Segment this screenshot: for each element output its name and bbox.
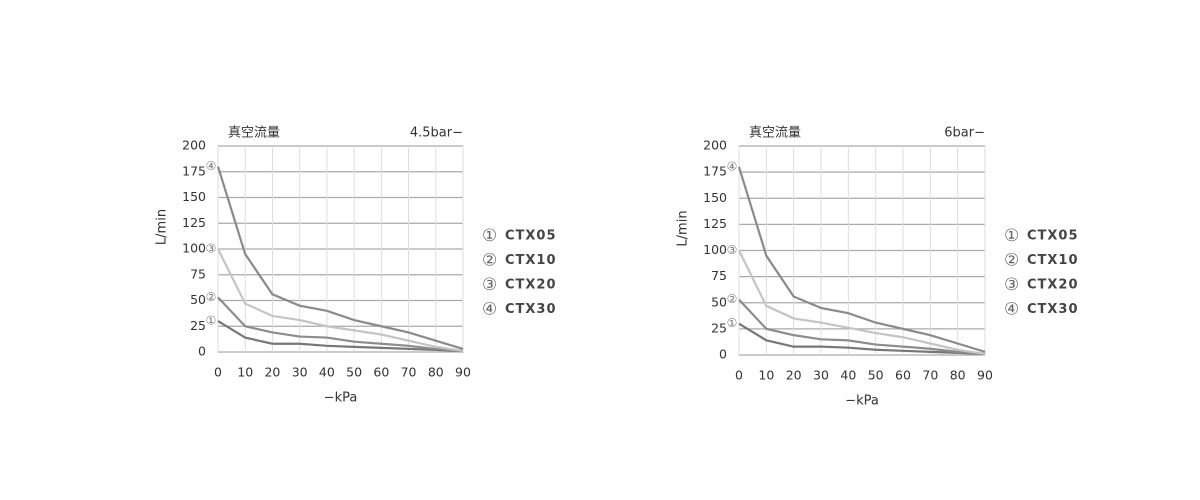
- legend-label: CTX05: [1027, 229, 1079, 244]
- x-tick-label: 70: [922, 368, 938, 383]
- series-line: [738, 250, 986, 356]
- series-marker: ①: [206, 314, 217, 328]
- y-tick-label: 75: [711, 268, 727, 283]
- x-tick-label: 50: [346, 365, 362, 380]
- y-tick-label: 0: [719, 347, 727, 362]
- series-marker: ④: [206, 159, 217, 173]
- series-line: [738, 298, 986, 356]
- chart: 0 25 50 75 100 125 150 175 200 0 10 20 30 40 50 60 70 80 9…: [676, 126, 1079, 409]
- x-tick-label: 90: [977, 368, 993, 383]
- x-axis-label: −kPa: [845, 394, 879, 409]
- x-axis-label: −kPa: [324, 391, 358, 406]
- chart-subtitle: 4.5bar−: [410, 126, 463, 141]
- y-tick-label: 175: [703, 164, 727, 179]
- x-tick-label: 0: [735, 368, 743, 383]
- y-tick-label: 0: [198, 344, 206, 359]
- y-tick-label: 150: [703, 190, 727, 205]
- series-marker: ①: [727, 316, 738, 330]
- legend-label: CTX10: [505, 253, 557, 268]
- x-tick-label: 10: [758, 368, 774, 383]
- x-tick-label: 70: [401, 365, 417, 380]
- y-tick-label: 200: [182, 138, 206, 153]
- y-tick-label: 25: [190, 318, 206, 333]
- series-marker: ③: [727, 243, 738, 257]
- legend-marker: ②: [1004, 251, 1019, 271]
- x-tick-label: 80: [950, 368, 966, 383]
- series-line: [217, 248, 464, 353]
- x-tick-label: 10: [237, 365, 253, 380]
- legend-marker: ③: [1004, 275, 1019, 295]
- chart-subtitle: 6bar−: [944, 126, 985, 141]
- x-tick-label: 20: [264, 365, 280, 380]
- y-tick-label: 50: [711, 294, 727, 309]
- series-marker: ②: [206, 290, 217, 304]
- series-marker: ②: [727, 292, 738, 306]
- legend-label: CTX30: [1027, 302, 1079, 317]
- series-marker: ④: [727, 159, 738, 173]
- x-tick-label: 50: [868, 368, 884, 383]
- x-tick-label: 40: [319, 365, 335, 380]
- y-tick-label: 175: [182, 163, 206, 178]
- y-tick-label: 150: [182, 189, 206, 204]
- series-line: [217, 320, 464, 353]
- legend-marker: ④: [482, 300, 497, 320]
- chart: 0 25 50 75 100 125 150 175 200 0 10 20 30 40 50 60 70 80 9…: [155, 126, 557, 406]
- y-tick-label: 200: [703, 138, 727, 153]
- legend-label: CTX05: [505, 229, 557, 244]
- legend-label: CTX20: [505, 278, 557, 293]
- y-tick-label: 100: [182, 241, 206, 256]
- y-tick-label: 50: [190, 292, 206, 307]
- x-tick-label: 30: [813, 368, 829, 383]
- x-tick-label: 30: [292, 365, 308, 380]
- y-tick-label: 25: [711, 320, 727, 335]
- series-line: [216, 166, 464, 350]
- legend-label: CTX10: [1027, 253, 1079, 268]
- legend-marker: ②: [482, 251, 497, 271]
- y-axis-label: L/min: [676, 210, 691, 246]
- y-tick-label: 125: [703, 216, 727, 231]
- x-tick-label: 0: [214, 365, 222, 380]
- y-axis-label: L/min: [155, 209, 170, 245]
- x-tick-label: 60: [373, 365, 389, 380]
- y-tick-label: 125: [182, 215, 206, 230]
- legend-marker: ③: [482, 275, 497, 295]
- legend-marker: ④: [1004, 300, 1019, 320]
- legend-marker: ①: [482, 226, 497, 246]
- chart-title: 真空流量: [228, 126, 280, 141]
- y-tick-label: 100: [703, 242, 727, 257]
- x-tick-label: 80: [428, 365, 444, 380]
- series-marker: ③: [206, 242, 217, 256]
- series-line: [737, 166, 986, 353]
- chart-title: 真空流量: [749, 126, 801, 141]
- legend-label: CTX20: [1027, 278, 1079, 293]
- series-line: [738, 322, 986, 356]
- series-line: [217, 296, 464, 353]
- x-tick-label: 40: [840, 368, 856, 383]
- y-tick-label: 75: [190, 266, 206, 281]
- x-tick-label: 60: [895, 368, 911, 383]
- legend-marker: ①: [1004, 226, 1019, 246]
- x-tick-label: 20: [786, 368, 802, 383]
- legend-label: CTX30: [505, 302, 557, 317]
- x-tick-label: 90: [455, 365, 471, 380]
